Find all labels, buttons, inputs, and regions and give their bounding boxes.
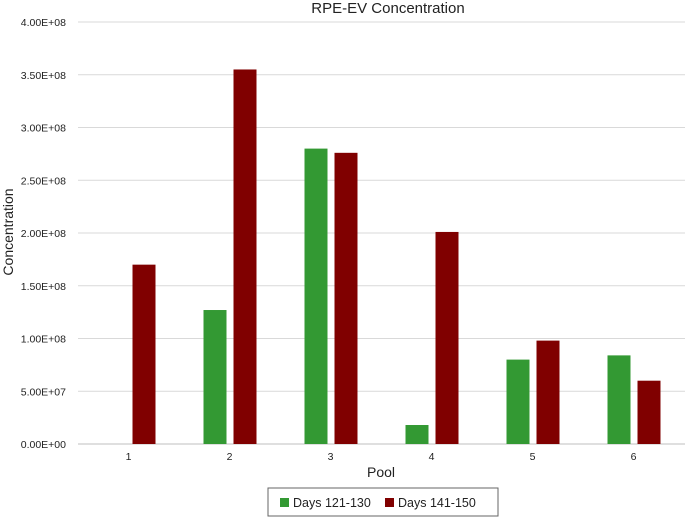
- x-axis-ticks: 1 2 3 4 5 6: [126, 451, 637, 463]
- x-tick-label: 3: [328, 451, 334, 463]
- y-tick-label: 2.50E+08: [21, 175, 66, 187]
- bar-series-1-pool-3: [304, 148, 328, 444]
- chart-title: RPE-EV Concentration: [311, 0, 464, 17]
- x-tick-label: 4: [429, 451, 435, 463]
- bar-series-2-pool-1: [132, 264, 156, 444]
- x-tick-label: 6: [631, 451, 637, 463]
- x-axis-title: Pool: [367, 464, 395, 480]
- bar-series-1-pool-2: [203, 310, 227, 444]
- gridlines: [78, 21, 685, 392]
- y-tick-label: 3.50E+08: [21, 70, 66, 82]
- y-tick-label: 2.00E+08: [21, 228, 66, 240]
- legend-box: [267, 487, 499, 517]
- x-tick-label: 5: [530, 451, 536, 463]
- y-axis-title: Concentration: [0, 188, 16, 275]
- legend-label-days-121-130: Days 121-130: [293, 496, 371, 510]
- y-tick-label: 3.00E+08: [21, 123, 66, 135]
- y-tick-label: 1.00E+08: [21, 334, 66, 346]
- bar-series-2-pool-6: [637, 380, 661, 444]
- legend-swatch-days-141-150: [385, 498, 394, 507]
- legend-label-days-141-150: Days 141-150: [398, 496, 476, 510]
- x-tick-label: 1: [126, 451, 132, 463]
- legend-swatch-days-121-130: [280, 498, 289, 507]
- bar-series-1-pool-5: [506, 359, 530, 444]
- bar-series-2-pool-2: [233, 69, 257, 444]
- y-tick-label: 0.00E+00: [21, 439, 66, 451]
- bar-series-1-pool-6: [607, 355, 631, 444]
- bar-series-2-pool-4: [435, 231, 459, 444]
- y-axis-ticks: 0.00E+00 5.00E+07 1.00E+08 1.50E+08 2.00E+08…: [21, 17, 66, 451]
- y-tick-label: 1.50E+08: [21, 281, 66, 293]
- legend: Days 121-130 Days 141-150: [267, 487, 499, 517]
- bar-series-2-pool-3: [334, 152, 358, 444]
- y-tick-label: 5.00E+07: [21, 386, 66, 398]
- y-tick-label: 4.00E+08: [21, 17, 66, 29]
- bars: [132, 69, 661, 444]
- x-tick-label: 2: [227, 451, 233, 463]
- bar-series-2-pool-5: [536, 340, 560, 444]
- bar-series-1-pool-4: [405, 425, 429, 444]
